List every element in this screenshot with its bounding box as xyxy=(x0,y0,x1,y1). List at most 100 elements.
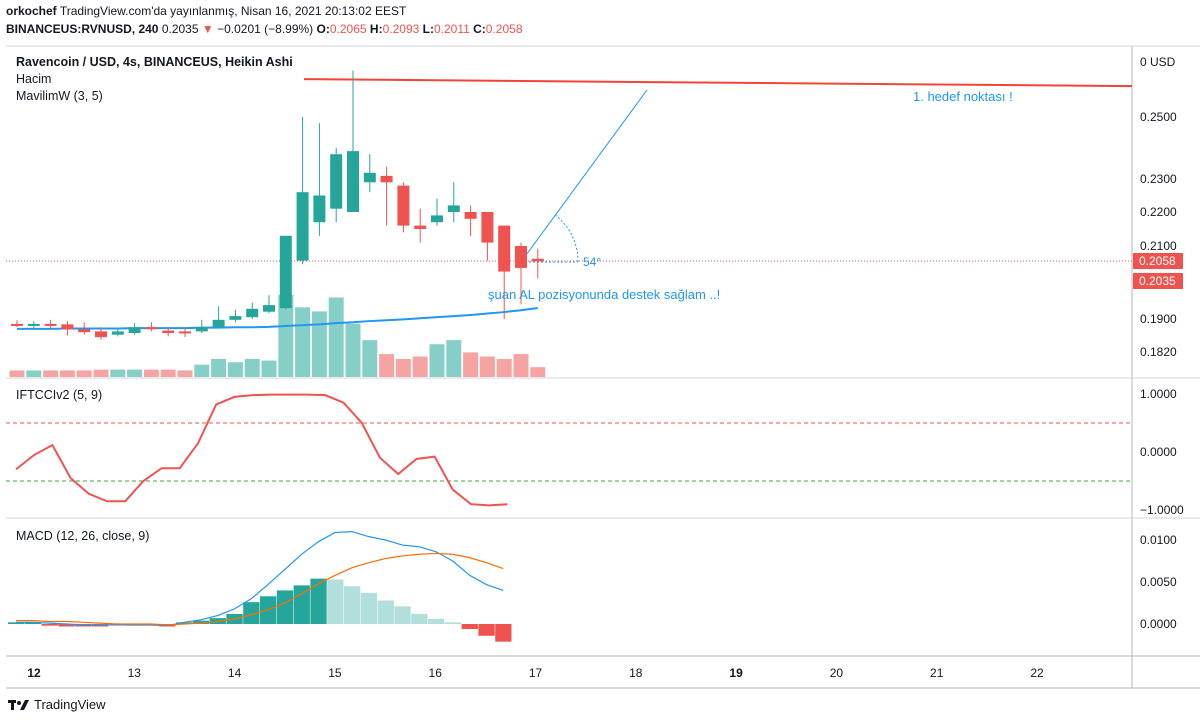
volume-bar xyxy=(379,354,395,377)
volume-bar xyxy=(110,369,126,377)
currency-label: 0 USD xyxy=(1140,55,1176,69)
volume-bar xyxy=(261,360,277,377)
candle-body xyxy=(363,172,376,183)
volume-bar xyxy=(26,370,42,377)
volume-bar xyxy=(127,369,143,377)
volume-bar xyxy=(160,369,176,377)
volume-bar xyxy=(9,370,25,377)
candle-body xyxy=(246,308,259,318)
candle-body xyxy=(229,316,242,320)
candle-body xyxy=(44,323,57,326)
candle-body xyxy=(279,235,292,309)
macd-histogram-bar xyxy=(377,600,394,624)
tradingview-brand: TradingView xyxy=(34,697,106,712)
publish-line: orkochef TradingView.com'da yayınlanmış,… xyxy=(6,4,406,18)
volume-bar xyxy=(59,370,75,377)
macd-histogram-bar xyxy=(360,592,378,624)
candle-body xyxy=(212,319,225,328)
time-tick-label: 22 xyxy=(1030,666,1044,680)
macd-histogram-bar xyxy=(8,622,25,624)
time-tick-label: 15 xyxy=(328,666,342,680)
candle-body xyxy=(414,225,427,229)
price-tag xyxy=(1133,253,1183,269)
macd-histogram-bar xyxy=(276,590,294,624)
down-arrow-icon: ▼ xyxy=(201,22,214,36)
volume-bar xyxy=(143,369,159,377)
last-price: 0.2035 xyxy=(161,22,199,36)
volume-bar xyxy=(76,370,92,377)
candle-body xyxy=(162,330,175,334)
publish-info: TradingView.com'da yayınlanmış, Nisan 16… xyxy=(59,4,407,18)
close-label: C: xyxy=(473,22,486,36)
macd-tick-label: 0.0100 xyxy=(1140,533,1177,547)
candle-body xyxy=(447,205,460,212)
close-value: 0.2058 xyxy=(485,22,523,36)
ift-tick-label: 1.0000 xyxy=(1140,387,1177,401)
candle-body xyxy=(498,225,511,272)
volume-bar xyxy=(43,370,59,377)
candle-body xyxy=(431,215,443,223)
author-name[interactable]: orkochef xyxy=(6,4,57,18)
time-tick-label: 16 xyxy=(429,666,443,680)
candle-body xyxy=(531,258,544,262)
symbol-line: BINANCEUS:RVNUSD, 240 0.2035 ▼ −0.0201 (… xyxy=(6,22,523,36)
volume-bar xyxy=(429,344,445,377)
macd-histogram-bar xyxy=(192,620,210,624)
price-tick-label: 0.2300 xyxy=(1140,172,1177,186)
candle-body xyxy=(330,154,343,209)
macd-histogram-bar xyxy=(327,579,344,624)
volume-bar xyxy=(345,323,361,377)
macd-histogram-bar xyxy=(58,624,75,627)
time-tick-label: 17 xyxy=(529,666,543,680)
candle-body xyxy=(263,305,275,312)
price-tick-label: 0.1900 xyxy=(1140,312,1177,326)
macd-histogram-bar xyxy=(243,602,260,624)
candle-body xyxy=(128,327,141,334)
volume-bar xyxy=(395,358,411,377)
volume-bar xyxy=(177,370,193,377)
volume-bar xyxy=(412,356,428,377)
mavilimw-line xyxy=(17,307,538,330)
tradingview-logo[interactable]: TradingView xyxy=(8,697,106,712)
open-value: 0.2065 xyxy=(329,22,367,36)
candle-body xyxy=(111,331,124,335)
price-change: −0.0201 (−8.99%) xyxy=(217,22,314,36)
macd-histogram-bar xyxy=(428,618,445,624)
price-tag-label: 0.2058 xyxy=(1139,254,1176,268)
ift-line xyxy=(15,393,508,507)
signal-line xyxy=(16,552,504,626)
volume-bar xyxy=(479,356,495,377)
volume-bar xyxy=(194,364,210,377)
volume-bar xyxy=(278,295,294,377)
ma-label: MavilimW (3, 5) xyxy=(16,89,103,103)
macd-tick-label: 0.0050 xyxy=(1140,575,1177,589)
angle-label: 54° xyxy=(583,255,601,269)
candle-body xyxy=(95,331,107,338)
macd-histogram-bar xyxy=(444,622,462,624)
macd-histogram-bar xyxy=(24,622,42,624)
candle-body xyxy=(347,151,359,212)
candle-body xyxy=(27,323,40,326)
volume-bar xyxy=(227,362,243,377)
price-tick-label: 0.2200 xyxy=(1140,205,1177,219)
macd-histogram-bar xyxy=(394,606,411,624)
ift-tick-label: −1.0000 xyxy=(1140,503,1184,517)
candle-body xyxy=(515,246,527,268)
price-tag xyxy=(1133,273,1183,289)
candle-body xyxy=(195,327,208,332)
target-annotation: 1. hedef noktası ! xyxy=(913,89,1013,104)
ift-label: IFTCCIv2 (5, 9) xyxy=(16,388,103,402)
volume-bar xyxy=(311,311,327,377)
time-tick-label: 18 xyxy=(629,666,643,680)
candle-body xyxy=(481,212,494,243)
volume-bar xyxy=(496,358,512,377)
candle-body xyxy=(464,212,477,219)
projection-line xyxy=(520,89,648,263)
volume-label: Hacim xyxy=(16,72,52,86)
macd-tick-label: 0.0000 xyxy=(1140,617,1177,631)
macd-histogram-bar xyxy=(41,624,58,626)
volume-bar xyxy=(244,358,260,377)
low-label: L: xyxy=(422,22,434,36)
candle-body xyxy=(380,175,393,183)
